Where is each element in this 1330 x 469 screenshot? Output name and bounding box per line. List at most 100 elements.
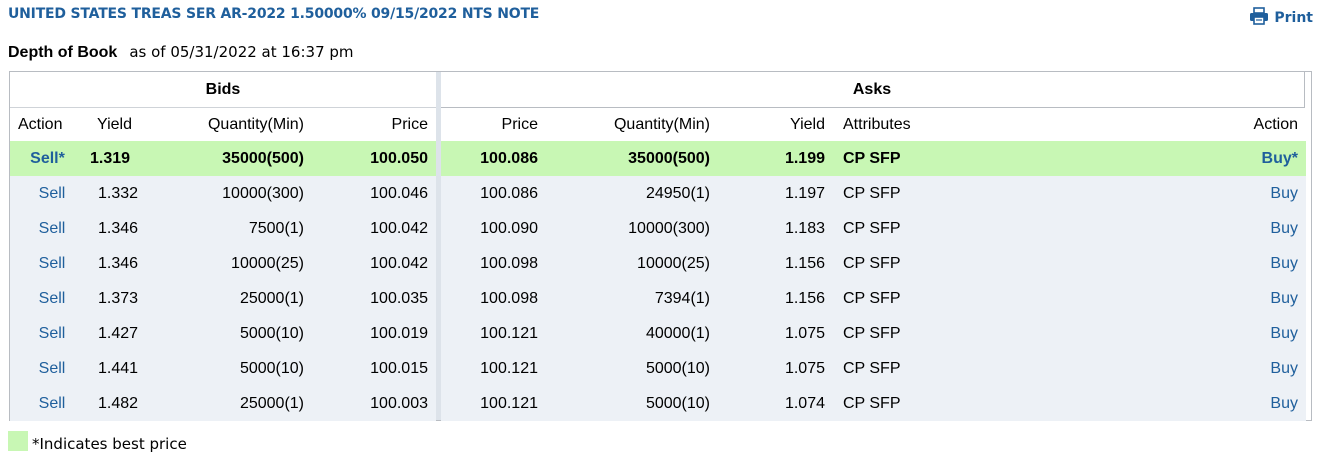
bid-quantity: 5000(10): [239, 324, 304, 342]
ask-row-bg: [441, 386, 1306, 421]
bid-row-bg: [10, 316, 436, 351]
col-bid-yield: Yield: [97, 115, 132, 133]
ask-price: 100.121: [480, 324, 538, 342]
ask-row-bg: [441, 141, 1306, 176]
bid-row-bg: [10, 176, 436, 211]
bid-quantity: 7500(1): [248, 219, 304, 237]
col-bid-action: Action: [18, 115, 63, 133]
ask-quantity: 7394(1): [654, 289, 710, 307]
table-row: Sell* 1.319 35000(500) 100.050 100.086 3…: [10, 141, 1306, 176]
buy-link[interactable]: Buy: [1270, 219, 1298, 237]
as-of-timestamp: as of 05/31/2022 at 16:37 pm: [129, 43, 354, 61]
buy-link[interactable]: Buy*: [1261, 149, 1298, 167]
bid-price: 100.042: [370, 219, 428, 237]
ask-yield: 1.197: [784, 184, 825, 202]
ask-attributes: CP SFP: [843, 184, 901, 202]
print-label: Print: [1274, 10, 1313, 26]
buy-link[interactable]: Buy: [1270, 184, 1298, 202]
bid-quantity: 10000(25): [231, 254, 304, 272]
ask-price: 100.086: [480, 149, 538, 167]
ask-attributes: CP SFP: [843, 324, 901, 342]
ask-attributes: CP SFP: [843, 219, 901, 237]
buy-link[interactable]: Buy: [1270, 359, 1298, 377]
ask-quantity: 10000(25): [637, 254, 710, 272]
bid-yield: 1.346: [98, 219, 139, 237]
table-row: Sell 1.427 5000(10) 100.019 100.121 4000…: [10, 316, 1306, 351]
sell-link[interactable]: Sell: [38, 289, 66, 307]
bids-asks-divider: [436, 72, 441, 420]
sell-link[interactable]: Sell: [38, 359, 66, 377]
ask-yield: 1.156: [784, 289, 825, 307]
ask-row-bg: [441, 246, 1306, 281]
bid-row-bg: [10, 386, 436, 421]
col-ask-action: Action: [1253, 115, 1298, 133]
buy-link[interactable]: Buy: [1270, 254, 1298, 272]
sell-link[interactable]: Sell: [38, 184, 66, 202]
bid-row-bg: [10, 281, 436, 316]
bids-group-header: Bids: [10, 72, 436, 108]
bid-row-bg: [10, 351, 436, 386]
ask-quantity: 40000(1): [645, 324, 710, 342]
buy-link[interactable]: Buy: [1270, 324, 1298, 342]
ask-price: 100.086: [480, 184, 538, 202]
legend-text: *Indicates best price: [32, 435, 187, 453]
ask-row-bg: [441, 176, 1306, 211]
bid-price: 100.003: [370, 394, 428, 412]
bid-price: 100.015: [370, 359, 428, 377]
ask-yield: 1.183: [784, 219, 825, 237]
ask-price: 100.098: [480, 289, 538, 307]
ask-yield: 1.074: [784, 394, 825, 412]
ask-price: 100.098: [480, 254, 538, 272]
ask-yield: 1.075: [784, 359, 825, 377]
ask-quantity: 5000(10): [645, 359, 710, 377]
table-row: Sell 1.332 10000(300) 100.046 100.086 24…: [10, 176, 1306, 211]
depth-header: Depth of Book as of 05/31/2022 at 16:37 …: [8, 43, 354, 62]
bid-quantity: 5000(10): [239, 359, 304, 377]
sell-link[interactable]: Sell: [38, 254, 66, 272]
print-button[interactable]: Print: [1249, 7, 1313, 29]
col-bid-price: Price: [391, 115, 428, 133]
bid-price: 100.035: [370, 289, 428, 307]
bid-yield: 1.373: [98, 289, 139, 307]
sell-link[interactable]: Sell: [38, 394, 66, 412]
ask-yield: 1.156: [784, 254, 825, 272]
ask-quantity: 35000(500): [628, 149, 710, 167]
buy-link[interactable]: Buy: [1270, 289, 1298, 307]
best-price-swatch: [8, 431, 28, 451]
ask-attributes: CP SFP: [843, 359, 901, 377]
ask-price: 100.090: [480, 219, 538, 237]
table-row: Sell 1.346 10000(25) 100.042 100.098 100…: [10, 246, 1306, 281]
ask-quantity: 24950(1): [645, 184, 710, 202]
bid-quantity: 10000(300): [222, 184, 304, 202]
bid-price: 100.019: [370, 324, 428, 342]
ask-row-bg: [441, 281, 1306, 316]
security-title: UNITED STATES TREAS SER AR-2022 1.50000%…: [8, 6, 540, 22]
col-ask-attributes: Attributes: [843, 115, 911, 133]
ask-yield: 1.199: [784, 149, 825, 167]
bid-yield: 1.346: [98, 254, 139, 272]
ask-yield: 1.075: [784, 324, 825, 342]
ask-attributes: CP SFP: [843, 254, 901, 272]
bid-yield: 1.332: [98, 184, 139, 202]
sell-link[interactable]: Sell*: [30, 149, 65, 167]
table-row: Sell 1.346 7500(1) 100.042 100.090 10000…: [10, 211, 1306, 246]
bid-quantity: 25000(1): [239, 394, 304, 412]
ask-row-bg: [441, 351, 1306, 386]
table-row: Sell 1.373 25000(1) 100.035 100.098 7394…: [10, 281, 1306, 316]
col-ask-price: Price: [501, 115, 538, 133]
sell-link[interactable]: Sell: [38, 324, 66, 342]
bid-quantity: 25000(1): [239, 289, 304, 307]
col-ask-yield: Yield: [790, 115, 825, 133]
ask-row-bg: [441, 316, 1306, 351]
bid-yield: 1.427: [98, 324, 139, 342]
legend: *Indicates best price: [8, 429, 187, 453]
column-header-row: Action Yield Quantity(Min) Price Price Q…: [10, 108, 1306, 141]
asks-group-header: Asks: [440, 72, 1305, 108]
ask-quantity: 10000(300): [628, 219, 710, 237]
depth-of-book-label: Depth of Book: [8, 44, 118, 61]
table-row: Sell 1.441 5000(10) 100.015 100.121 5000…: [10, 351, 1306, 386]
bid-quantity: 35000(500): [222, 149, 304, 167]
bid-row-bg: [10, 246, 436, 281]
sell-link[interactable]: Sell: [38, 219, 66, 237]
buy-link[interactable]: Buy: [1270, 394, 1298, 412]
